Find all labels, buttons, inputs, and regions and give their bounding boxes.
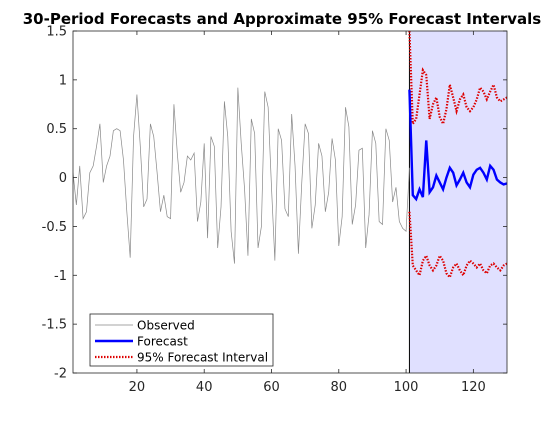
y-tick-label: -0.5 <box>42 220 67 235</box>
legend-label-forecast: Forecast <box>137 335 188 349</box>
y-tick-label: -1 <box>54 269 67 284</box>
x-tick-label: 60 <box>263 380 280 395</box>
interval-upper-line <box>408 31 507 128</box>
y-tick-label: 1 <box>59 73 67 88</box>
x-tick-label: 120 <box>461 380 486 395</box>
legend-label-observed: Observed <box>137 319 195 333</box>
x-tick-label: 20 <box>129 380 146 395</box>
y-tick-label: 1.5 <box>46 25 67 40</box>
interval-lower-line <box>408 211 507 280</box>
forecast-series-line <box>408 89 507 202</box>
y-tick-label: -1.5 <box>42 318 67 333</box>
forecast-shaded-region <box>409 31 507 373</box>
y-tick-label: 0 <box>59 171 67 186</box>
x-tick-label: 80 <box>331 380 348 395</box>
y-tick-label: -2 <box>54 367 67 382</box>
x-tick-label: 100 <box>394 380 419 395</box>
observed-series-line <box>73 87 410 264</box>
x-tick-label: 40 <box>196 380 213 395</box>
axes-box <box>72 30 508 374</box>
axes: 20 40 60 80 100 120 1.5 1 0.5 0 -0.5 -1 -1.5 -2 <box>42 25 508 395</box>
y-tick-label: 0.5 <box>46 122 67 137</box>
legend-label-interval: 95% Forecast Interval <box>137 351 268 365</box>
chart-title: 30-Period Forecasts and Approximate 95% … <box>23 10 542 28</box>
legend: Observed Forecast 95% Forecast Interval <box>89 313 274 367</box>
